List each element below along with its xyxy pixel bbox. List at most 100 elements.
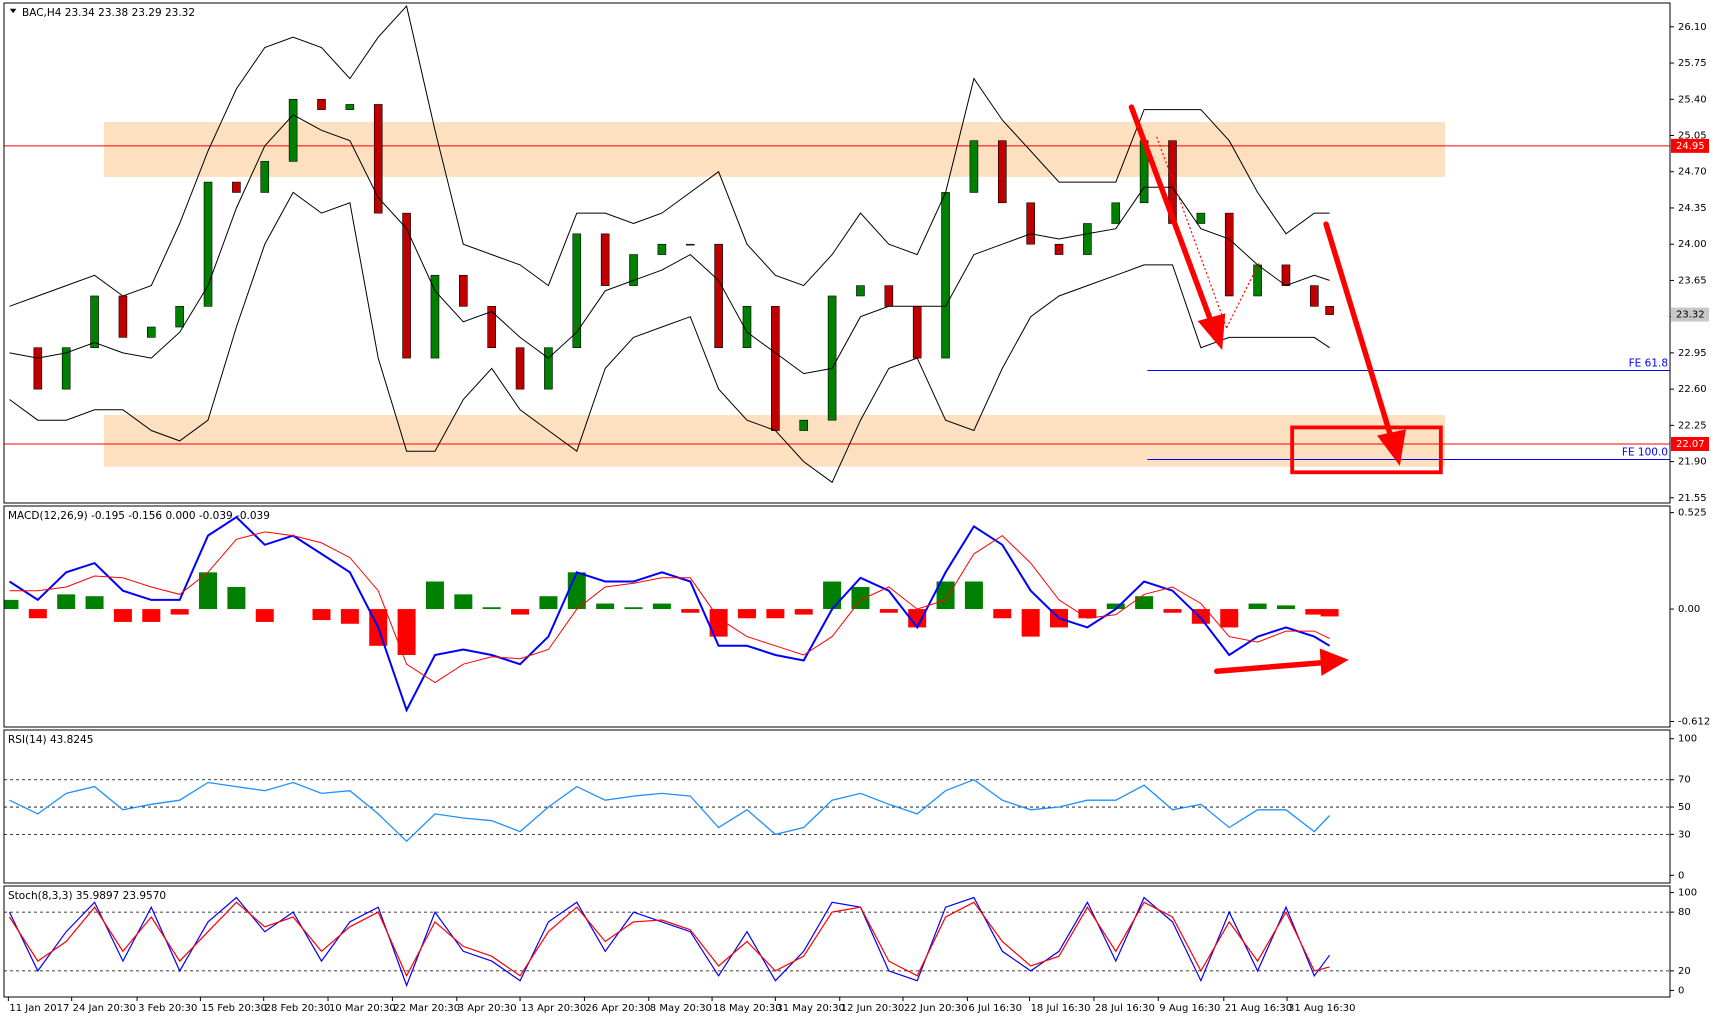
candle (969, 140, 979, 193)
y-tick-label: 0 (1678, 870, 1684, 881)
x-tick-label: 18 Jul 16:30 (1031, 1003, 1091, 1014)
histogram-bar (425, 581, 444, 610)
panel-title: RSI(14) 43.8245 (8, 734, 93, 746)
y-tick-label: 24.35 (1678, 203, 1707, 214)
price-tag-label: 24.95 (1676, 141, 1705, 152)
x-tick-label: 26 Apr 20:30 (585, 1003, 650, 1014)
histogram-bar (255, 609, 274, 622)
candle (430, 274, 440, 359)
panel-title: Stoch(8,3,3) 35.9897 23.9570 (8, 890, 166, 902)
arrow-head (1377, 429, 1406, 466)
candle (90, 295, 99, 349)
indicator-line (9, 531, 1330, 684)
histogram-bar (1276, 605, 1295, 610)
candle (1325, 306, 1334, 315)
histogram-bar (340, 609, 359, 624)
indicator-line (8, 896, 1331, 988)
x-tick-label: 11 Jan 2017 (9, 1003, 69, 1014)
candle (1253, 264, 1262, 297)
histogram-bar (28, 609, 47, 619)
candle (827, 295, 837, 421)
x-tick-label: 22 Jun 20:30 (904, 1003, 968, 1014)
fe-label: FE 61.8 (1629, 357, 1668, 369)
histogram-bar (113, 609, 132, 622)
y-tick-label: 80 (1678, 907, 1691, 918)
histogram-bar (1248, 603, 1267, 610)
candle (175, 306, 184, 328)
candle (629, 254, 638, 286)
candle (1054, 243, 1064, 255)
histogram-bar (1163, 609, 1182, 613)
x-tick-label: 31 May 20:30 (776, 1003, 845, 1014)
y-tick-label: 100 (1678, 888, 1697, 899)
arrow (1323, 221, 1396, 446)
histogram-bar (57, 594, 76, 610)
histogram-bar (624, 607, 643, 610)
panel-plot (4, 5, 1670, 484)
panel-border (3, 505, 1671, 728)
candle (884, 285, 894, 307)
histogram-bar (823, 581, 842, 610)
x-tick-label: 28 Feb 20:30 (265, 1003, 331, 1014)
histogram-bar (709, 609, 728, 637)
y-tick-label: 22.60 (1678, 384, 1707, 395)
x-tick-label: 28 Jul 16:30 (1095, 1003, 1155, 1014)
histogram-bar (539, 596, 558, 610)
x-tick-label: 3 Apr 20:30 (458, 1003, 517, 1014)
candle (714, 243, 723, 349)
fib-line (1226, 262, 1260, 329)
y-tick-label: -0.612 (1678, 716, 1710, 727)
histogram-bar (397, 609, 416, 655)
candle (1083, 223, 1092, 255)
arrow (1213, 659, 1328, 674)
x-tick-label: 18 May 20:30 (713, 1003, 782, 1014)
price-tag-label: 22.07 (1676, 439, 1705, 450)
candle (146, 326, 156, 338)
candle (487, 306, 496, 349)
candle (317, 98, 326, 110)
x-tick-label: 6 Jul 16:30 (968, 1003, 1022, 1014)
histogram-bar (851, 587, 870, 610)
indicator-line (9, 778, 1331, 843)
candle (260, 161, 270, 193)
y-tick-label: 25.75 (1678, 58, 1707, 69)
price-tag (1671, 138, 1709, 153)
panel-border (3, 885, 1671, 998)
x-tick-label: 12 Jun 20:30 (841, 1003, 905, 1014)
indicator-line (9, 114, 1330, 375)
target-box (1290, 425, 1443, 475)
histogram-bar (482, 607, 501, 610)
histogram-bar (227, 587, 246, 610)
histogram-bar (1106, 603, 1125, 610)
histogram-bar (1220, 609, 1239, 628)
histogram-bar (170, 609, 189, 615)
candle (33, 347, 43, 390)
candle (600, 233, 610, 286)
histogram-bar (1135, 596, 1154, 610)
candle (771, 306, 780, 431)
arrow-head (1197, 313, 1226, 351)
panel-plot (4, 515, 1339, 713)
indicator-line (8, 901, 1330, 978)
candle (941, 192, 950, 359)
panel-border (3, 729, 1671, 884)
annotations (9, 8, 1443, 676)
arrow-head (1319, 648, 1349, 676)
histogram-bar (454, 594, 473, 610)
symbol-menu-icon[interactable] (9, 8, 17, 14)
candle (1111, 202, 1121, 224)
y-tick-label: 24.70 (1678, 167, 1707, 178)
y-tick-label: 0 (1678, 985, 1684, 996)
y-tick-label: 100 (1678, 734, 1697, 745)
x-tick-label: 10 Mar 20:30 (329, 1003, 396, 1014)
x-tick-label: 13 Apr 20:30 (521, 1003, 586, 1014)
indicator-line (8, 515, 1331, 713)
y-tick-label: 26.10 (1678, 22, 1707, 33)
candle (544, 347, 553, 390)
x-tick-label: 22 Mar 20:30 (393, 1003, 460, 1014)
candle (1310, 285, 1319, 307)
price-tag (1671, 307, 1709, 322)
candle (402, 212, 411, 359)
histogram-bar (596, 603, 615, 610)
